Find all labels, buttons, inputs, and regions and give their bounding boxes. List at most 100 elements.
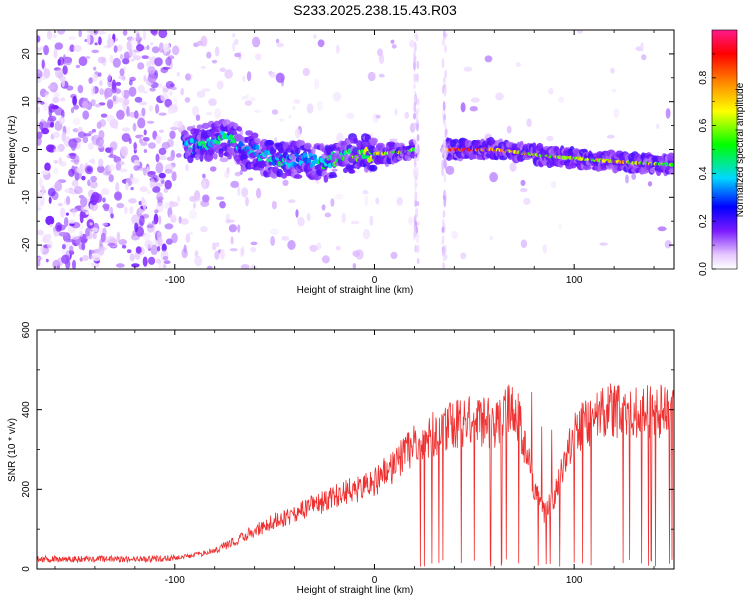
noise-blob [215, 196, 225, 200]
noise-blob [150, 30, 158, 35]
noise-blob [109, 54, 114, 64]
noise-blob [245, 94, 250, 99]
noise-blob [128, 86, 137, 97]
streak-blob [416, 98, 420, 106]
noise-blob [147, 120, 155, 124]
noise-blob [168, 214, 177, 219]
noise-blob [664, 240, 672, 249]
noise-blob [108, 164, 116, 172]
noise-blob [121, 244, 127, 249]
noise-blob [665, 108, 671, 119]
noise-blob [107, 242, 116, 247]
streak-blob [442, 101, 446, 111]
noise-blob [369, 215, 374, 226]
signal-halo [278, 148, 284, 154]
noise-blob [147, 73, 157, 84]
noise-blob [149, 87, 156, 92]
noise-blob [93, 66, 97, 71]
noise-blob [224, 69, 233, 79]
streak-blob [413, 112, 416, 120]
noise-blob [180, 89, 184, 95]
noise-blob [59, 161, 67, 167]
noise-blob [69, 141, 78, 150]
noise-blob [82, 255, 89, 261]
streak-blob [416, 144, 420, 156]
signal-halo [213, 120, 220, 128]
streak-blob [415, 207, 418, 218]
noise-blob [61, 244, 66, 250]
noise-blob [335, 245, 341, 251]
noise-blob [128, 79, 133, 86]
noise-blob [164, 223, 174, 230]
noise-blob [317, 39, 325, 48]
noise-blob [58, 116, 65, 125]
noise-blob [61, 131, 66, 142]
noise-blob [200, 200, 210, 207]
colorbar-tick-label: 0.0 [698, 262, 709, 276]
noise-blob [515, 62, 521, 67]
noise-blob [509, 162, 517, 172]
colorbar-tick-label: 0.4 [698, 166, 709, 180]
y-tick-label: -10 [21, 190, 32, 205]
noise-blob [121, 133, 131, 143]
noise-blob [489, 172, 498, 183]
noise-blob [66, 195, 71, 205]
streak-blob [414, 176, 418, 182]
noise-blob [157, 245, 161, 252]
streak-blob [443, 139, 447, 146]
noise-blob [162, 256, 169, 261]
noise-blob [135, 246, 142, 254]
streak-blob [413, 41, 417, 53]
noise-blob [216, 80, 224, 90]
streak-blob [415, 117, 419, 124]
noise-blob [138, 101, 148, 106]
noise-blob [65, 126, 71, 135]
snr-panel: -100 0 100 0 200 400 600 Height of straight l… [7, 321, 675, 596]
noise-blob [155, 183, 162, 187]
noise-blob [523, 197, 531, 205]
noise-blob [390, 39, 395, 44]
noise-blob [162, 87, 169, 93]
noise-blob [270, 236, 275, 246]
noise-blob [141, 55, 149, 59]
noise-blob [70, 107, 75, 114]
noise-blob [134, 222, 139, 233]
noise-blob [460, 102, 466, 113]
noise-blob [58, 231, 68, 237]
colorbar-tick-label: 0.6 [698, 118, 709, 132]
noise-blob [240, 264, 250, 269]
noise-blob [123, 98, 130, 106]
signal-halo [311, 146, 316, 155]
noise-blob [57, 265, 60, 269]
noise-blob [158, 129, 164, 133]
noise-blob [45, 144, 55, 153]
noise-blob [82, 110, 90, 120]
noise-blob [81, 175, 86, 181]
noise-blob [151, 46, 160, 54]
noise-blob [142, 30, 147, 41]
noise-blob [469, 106, 478, 112]
noise-blob [134, 110, 139, 119]
noise-blob [119, 68, 125, 77]
noise-blob [46, 31, 53, 40]
noise-blob [282, 179, 289, 186]
noise-blob [131, 214, 140, 225]
noise-blob [116, 97, 125, 103]
noise-blob [87, 179, 91, 187]
streak-blob [441, 218, 445, 227]
noise-blob [97, 72, 102, 77]
noise-blob [119, 168, 128, 173]
noise-blob [75, 64, 81, 69]
noise-blob [321, 255, 330, 264]
noise-blob [91, 49, 99, 54]
noise-blob [293, 99, 301, 104]
noise-blob [121, 127, 131, 132]
y-tick-label: 0 [21, 566, 32, 572]
noise-blob [219, 157, 229, 163]
streak-blob [441, 58, 445, 69]
noise-blob [48, 103, 56, 113]
noise-blob [248, 96, 256, 102]
noise-blob [309, 244, 318, 252]
noise-blob [229, 248, 238, 252]
signal-halo [226, 131, 235, 137]
